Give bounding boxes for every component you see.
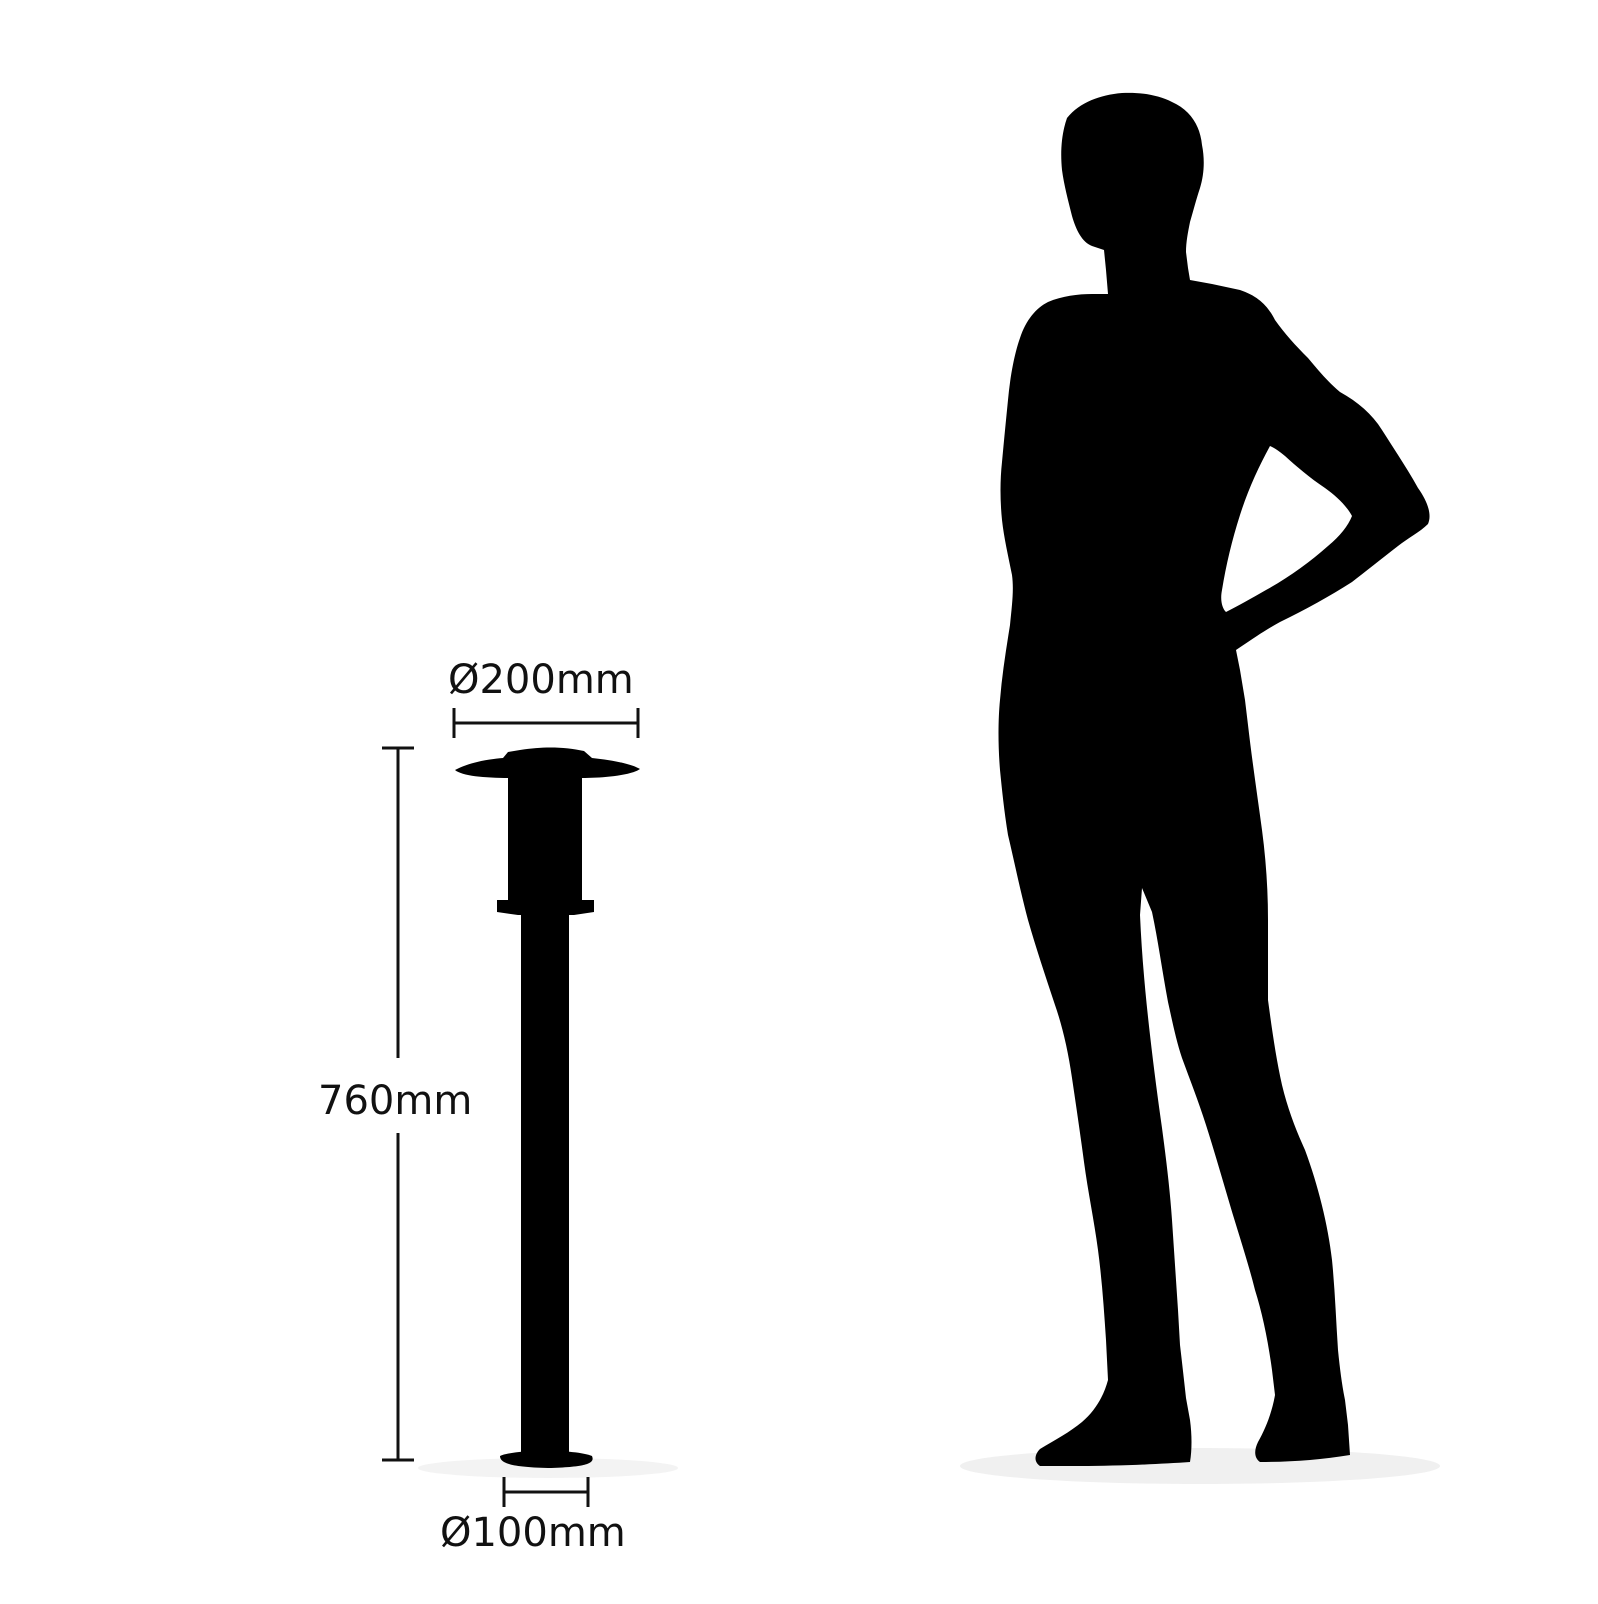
base-diameter-label: Ø100mm [440,1510,626,1556]
lamp-body [508,775,582,903]
lamp-cap [455,747,640,778]
height-label: 760mm [318,1078,473,1124]
top-diameter-dimension-line [452,708,640,738]
ground-shadow-person [960,1448,1440,1484]
base-diameter-dimension-line [502,1477,590,1507]
lamp-pole [521,913,569,1458]
lamp-base [500,1450,593,1468]
bollard-lamp-silhouette [455,747,640,1468]
lamp-collar [497,900,594,915]
person-silhouette [998,92,1430,1466]
height-dimension-line [382,746,414,1462]
top-diameter-label: Ø200mm [448,657,634,703]
